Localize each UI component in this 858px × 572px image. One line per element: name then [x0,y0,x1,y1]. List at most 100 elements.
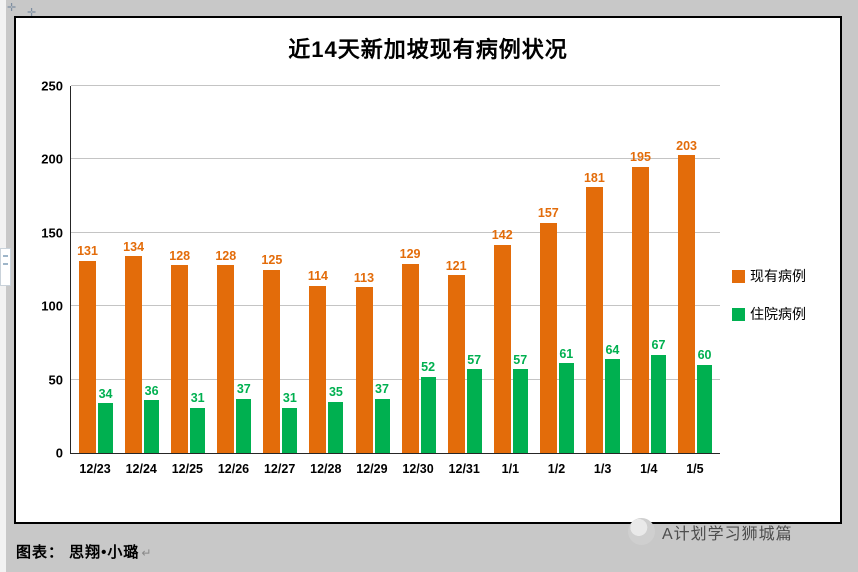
chart-caption: 图表： 思翔•小璐 ↵ [16,541,152,562]
gridline [71,85,720,86]
legend-label: 现有病例 [750,268,806,284]
bar-value-label: 128 [169,248,191,263]
bar-value-label: 52 [421,360,436,375]
bar-hospitalized-cases: 34 [98,388,114,453]
x-tick-label: 12/26 [217,462,250,476]
gridline [71,158,720,160]
bar-hospitalized-cases: 37 [236,383,252,453]
bar-existing-cases: 125 [261,254,282,453]
bar-value-label: 57 [513,352,528,367]
bar-value-label: 121 [445,258,467,273]
bar-hospitalized-cases: 52 [420,361,436,453]
x-tick-label: 12/25 [171,462,203,476]
bar-group: 128 37 [211,86,257,453]
bar-group: 142 57 [488,86,534,453]
anchor-icon: ✛ [27,7,37,19]
legend-label: 住院病例 [750,306,806,322]
bar-hospitalized-cases: 60 [697,349,713,453]
bar-value-label: 125 [261,253,283,267]
y-tick-label: 0 [55,445,63,461]
bar-hospitalized-cases: 31 [282,392,298,453]
legend-item: 住院病例 [732,304,806,324]
bar-group: 181 64 [580,86,626,453]
legend-swatch-icon [732,307,745,321]
bar-existing-cases: 195 [630,151,651,453]
bar-existing-cases: 134 [123,241,144,453]
y-tick-label: 150 [41,225,63,241]
legend: 现有病例 住院病例 [732,266,806,324]
bar-hospitalized-cases: 61 [558,348,574,453]
bar-existing-cases: 131 [77,245,98,453]
bar-group: 195 67 [626,86,672,453]
x-tick-label: 1/2 [547,462,566,476]
bar-value-label: 35 [328,385,343,400]
bar-value-label: 60 [697,348,712,363]
legend-item: 现有病例 [732,266,806,286]
caption-text: 图表： 思翔•小璐 [16,544,140,561]
bar-existing-cases: 157 [538,207,559,453]
bar-value-label: 203 [676,138,697,153]
watermark-text: A计划学习狮城篇 [662,525,793,543]
chart-panel: 近14天新加坡现有病例状况 131 34 134 36 128 31 128 37 125 31 1… [14,16,842,524]
anchor-icon: ✛ [7,2,17,14]
bar-group: 128 31 [165,86,211,453]
x-axis-labels: 12/23 12/24 12/25 12/26 12/27 12/28 12/29 12/30… [70,462,720,476]
bar-value-label: 131 [77,244,98,259]
bar-existing-cases: 128 [169,250,190,453]
bar-value-label: 129 [399,247,421,262]
plot-area: 131 34 134 36 128 31 128 37 125 31 114 35 113 37 129 52… [41,80,720,460]
bar-value-label: 157 [537,206,559,221]
watermark-logo-icon [628,518,655,545]
bar-existing-cases: 113 [354,272,374,453]
x-tick-label: 12/30 [402,462,434,476]
bar-value-label: 181 [583,170,605,185]
x-tick-label: 1/5 [686,462,704,476]
bar-existing-cases: 129 [400,248,421,453]
gridline [71,231,720,233]
bar-value-label: 114 [307,269,329,284]
bar-value-label: 142 [491,228,513,243]
x-tick-label: 1/1 [501,462,520,476]
bar-value-label: 31 [190,391,205,405]
y-tick-label: 100 [41,298,63,314]
x-tick-label: 12/24 [125,462,157,476]
bar-group: 129 52 [396,86,442,453]
bar-value-label: 37 [375,382,389,397]
bar-group: 134 36 [119,86,165,453]
bar-existing-cases: 128 [215,250,236,453]
bar-hospitalized-cases: 37 [374,383,390,453]
x-tick-label: 12/28 [310,462,342,476]
bar-value-label: 31 [282,391,297,405]
y-tick-label: 250 [41,78,63,94]
legend-swatch-icon [732,269,745,283]
watermark: A计划学习狮城篇 [628,518,793,545]
bar-hospitalized-cases: 35 [328,386,344,453]
page-left-edge [0,0,6,572]
gridline [71,305,720,307]
bar-value-label: 61 [559,346,574,361]
bar-value-label: 37 [236,382,251,397]
bar-hospitalized-cases: 57 [466,354,482,453]
bar-hospitalized-cases: 67 [650,339,666,453]
bar-group: 114 35 [303,86,349,453]
bar-group: 203 60 [672,86,718,453]
bar-hospitalized-cases: 36 [144,385,160,453]
gridline [71,378,720,380]
bar-value-label: 34 [98,386,113,401]
bar-group: 121 57 [442,86,488,453]
bar-value-label: 64 [605,342,620,357]
bar-value-label: 57 [467,352,482,367]
x-tick-label: 12/27 [263,462,296,476]
bar-existing-cases: 142 [492,229,513,453]
bar-hospitalized-cases: 31 [190,392,206,453]
bar-group: 125 31 [257,86,303,453]
x-tick-label: 12/23 [79,462,111,476]
bar-group: 157 61 [534,86,580,453]
paragraph-mark: ↵ [141,546,153,560]
bar-hospitalized-cases: 64 [604,344,620,453]
y-tick-label: 50 [48,372,63,388]
bar-existing-cases: 203 [676,139,697,453]
scroll-indicator[interactable] [0,248,11,286]
bar-value-label: 113 [353,270,375,285]
chart-title: 近14天新加坡现有病例状况 [288,37,568,62]
